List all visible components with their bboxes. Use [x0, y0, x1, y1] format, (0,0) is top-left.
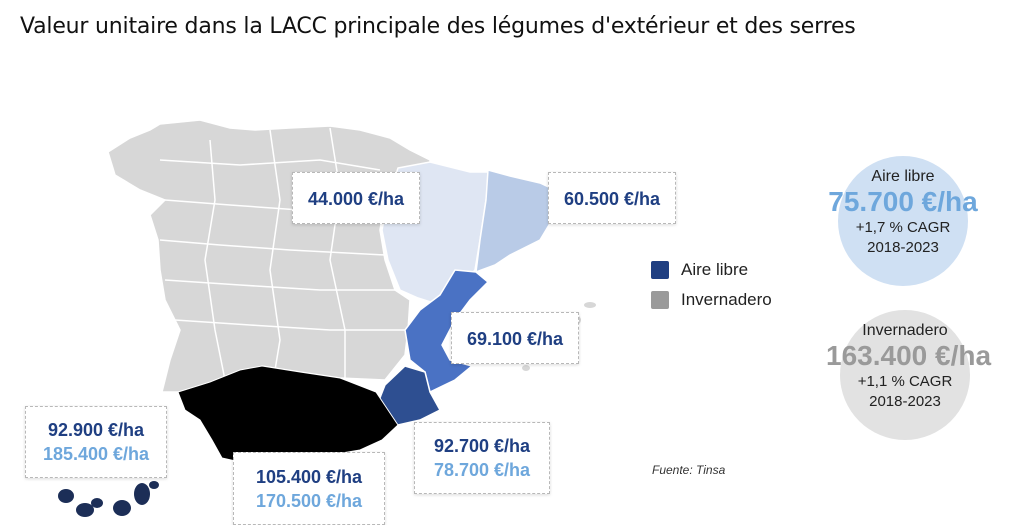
- label-valencia: 69.100 €/ha: [451, 312, 579, 364]
- summary-open-air-period: 2018-2023: [867, 239, 939, 256]
- legend-open-air-label: Aire libre: [681, 260, 749, 279]
- label-andalucia-greenhouse: 170.500 €/ha: [255, 491, 363, 511]
- legend-open-air: Aire libre: [651, 260, 748, 280]
- label-canarias: 92.900 €/ha 185.400 €/ha: [25, 406, 167, 478]
- label-canarias-greenhouse: 185.400 €/ha: [42, 444, 150, 464]
- summary-open-air-cagr: +1,7 % CAGR: [855, 219, 951, 236]
- legend-greenhouse: Invernadero: [651, 290, 772, 310]
- summary-greenhouse-period: 2018-2023: [869, 393, 941, 410]
- region-base: [107, 119, 431, 393]
- legend-greenhouse-swatch: [651, 291, 669, 309]
- summary-greenhouse-value: 163.400 €/ha: [826, 340, 992, 371]
- region-canarias: [58, 481, 159, 517]
- summary-open-air: Aire libre 75.700 €/ha +1,7 % CAGR 2018-…: [828, 156, 978, 286]
- label-aragon-value: 44.000 €/ha: [307, 189, 405, 209]
- legend-open-air-swatch: [651, 261, 669, 279]
- summary-open-air-value: 75.700 €/ha: [828, 186, 978, 217]
- region-murcia: [375, 365, 442, 426]
- label-valencia-value: 69.100 €/ha: [466, 329, 564, 349]
- region-andalucia: [177, 365, 399, 463]
- label-andalucia: 105.400 €/ha 170.500 €/ha: [233, 452, 385, 525]
- summary-open-air-heading: Aire libre: [871, 168, 935, 185]
- label-cataluna: 60.500 €/ha: [548, 172, 676, 224]
- region-valencia: [404, 269, 490, 394]
- region-cataluna: [475, 169, 556, 274]
- label-murcia: 92.700 €/ha 78.700 €/ha: [414, 422, 550, 494]
- label-canarias-open-air: 92.900 €/ha: [47, 420, 145, 440]
- summary-greenhouse-cagr: +1,1 % CAGR: [857, 373, 953, 390]
- summary-greenhouse-heading: Invernadero: [862, 322, 948, 339]
- label-murcia-open-air: 92.700 €/ha: [433, 436, 531, 456]
- label-aragon: 44.000 €/ha: [292, 172, 420, 224]
- label-andalucia-open-air: 105.400 €/ha: [255, 467, 363, 487]
- region-borders: [159, 127, 408, 381]
- summary-greenhouse: Invernadero 163.400 €/ha +1,1 % CAGR 201…: [826, 310, 991, 440]
- label-cataluna-value: 60.500 €/ha: [563, 189, 661, 209]
- page-title: Valeur unitaire dans la LACC principale …: [20, 14, 856, 39]
- source-note: Fuente: Tinsa: [652, 463, 726, 477]
- legend-greenhouse-label: Invernadero: [681, 290, 772, 309]
- label-murcia-greenhouse: 78.700 €/ha: [433, 460, 531, 480]
